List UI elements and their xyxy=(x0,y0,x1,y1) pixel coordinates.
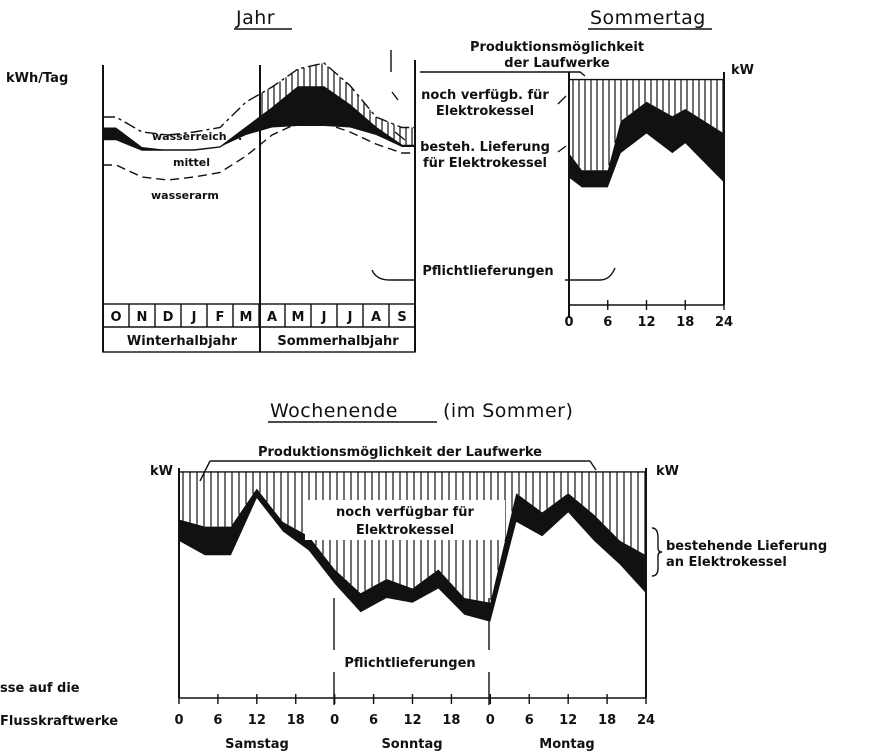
month-label: F xyxy=(216,310,225,325)
weekend-ylabel-left: kW xyxy=(150,464,173,479)
available-bracket xyxy=(391,91,567,105)
summer-day-panel: Sommertag kW 0 6 12 18 24 xyxy=(564,7,754,330)
weekend-production-label: Produktionsmöglichkeit der Laufwerke xyxy=(258,445,542,460)
weekend-obligatory-label-bg xyxy=(320,650,500,672)
tick-label: 24 xyxy=(715,315,733,330)
available-label-line1: noch verfügb. für xyxy=(421,88,549,103)
tick-label: 6 xyxy=(603,315,612,330)
weekend-available-label-line2: Elektrokessel xyxy=(356,523,454,538)
production-bracket xyxy=(390,50,586,77)
month-label: N xyxy=(137,310,148,325)
month-label: A xyxy=(371,310,381,325)
obligatory-label-top: Pflichtlieferungen xyxy=(422,264,553,279)
weekend-existing-area xyxy=(179,488,646,622)
obligatory-bracket-top xyxy=(371,267,616,281)
tick-label: 12 xyxy=(637,315,655,330)
month-label: M xyxy=(292,310,305,325)
winter-half-label: Winterhalbjahr xyxy=(127,334,238,349)
day-label-montag: Montag xyxy=(539,737,594,752)
summer-day-existing-area xyxy=(569,101,724,188)
tick-label: 12 xyxy=(559,713,577,728)
summer-half-label: Sommerhalbjahr xyxy=(277,334,399,349)
year-dry-label: wasserarm xyxy=(151,189,219,202)
tick-label: 0 xyxy=(330,713,339,728)
year-title: Jahr xyxy=(235,7,275,29)
tick-label: 18 xyxy=(676,315,694,330)
existing-bracket xyxy=(394,131,567,153)
tick-label: 6 xyxy=(369,713,378,728)
tick-label: 0 xyxy=(486,713,495,728)
day-label-samstag: Samstag xyxy=(225,737,289,752)
tick-label: 18 xyxy=(442,713,460,728)
year-mean-label: mittel xyxy=(173,156,210,169)
month-label: J xyxy=(321,310,327,325)
weekend-existing-label-line1: bestehende Lieferung xyxy=(666,539,827,554)
tick-label: 6 xyxy=(525,713,534,728)
weekend-obligatory-label: Pflichtlieferungen xyxy=(344,656,475,671)
year-wet-dot: . xyxy=(238,130,242,143)
summer-day-ticks: 0 6 12 18 24 xyxy=(564,300,733,330)
year-dry-curve xyxy=(103,122,415,181)
production-label-line1: Produktionsmöglichkeit xyxy=(470,40,644,55)
month-label: J xyxy=(347,310,353,325)
tick-label: 18 xyxy=(287,713,305,728)
caption-line2: Flusskraftwerke xyxy=(0,714,118,729)
tick-label: 18 xyxy=(598,713,616,728)
summer-day-available-hatch xyxy=(569,78,724,171)
production-label-line2: der Laufwerke xyxy=(504,56,610,71)
tick-label: 12 xyxy=(248,713,266,728)
year-panel: Jahr kWh/Tag wasserreich . mittel wasser… xyxy=(6,7,416,353)
summer-day-ylabel: kW xyxy=(731,63,754,78)
year-mean-curve xyxy=(103,86,415,151)
tick-label: 0 xyxy=(174,713,183,728)
month-label: J xyxy=(191,310,197,325)
year-ylabel: kWh/Tag xyxy=(6,71,68,86)
weekend-title-suffix: (im Sommer) xyxy=(443,400,573,422)
weekend-title: Wochenende xyxy=(270,400,398,422)
tick-label: 0 xyxy=(564,315,573,330)
weekend-ylabel-right: kW xyxy=(656,464,679,479)
tick-label: 12 xyxy=(403,713,421,728)
month-label: S xyxy=(397,310,406,325)
existing-label-line2: für Elektrokessel xyxy=(423,156,547,171)
existing-label-line1: besteh. Lieferung xyxy=(420,140,550,155)
weekend-panel: Wochenende (im Sommer) Produktionsmöglic… xyxy=(150,400,827,752)
weekend-ticks: 0 6 12 18 0 6 12 18 0 6 12 18 24 xyxy=(174,694,655,728)
month-label: M xyxy=(240,310,253,325)
weekend-available-label-line1: noch verfügbar für xyxy=(336,505,475,520)
day-label-sonntag: Sonntag xyxy=(381,737,442,752)
weekend-production-bracket xyxy=(199,460,597,482)
tick-label: 6 xyxy=(213,713,222,728)
year-wet-curve xyxy=(103,62,415,136)
month-label: A xyxy=(267,310,277,325)
available-label-line2: Elektrokessel xyxy=(436,104,534,119)
year-wet-label: wasserreich xyxy=(152,130,227,143)
weekend-existing-brace xyxy=(651,527,663,577)
year-available-hatch xyxy=(261,63,413,146)
month-label: O xyxy=(110,310,121,325)
year-annotations: Produktionsmöglichkeit der Laufwerke noc… xyxy=(371,40,644,281)
weekend-existing-label-line2: an Elektrokessel xyxy=(666,555,787,570)
tick-label: 24 xyxy=(637,713,655,728)
month-label: D xyxy=(163,310,174,325)
weekend-available-label-bg xyxy=(305,500,505,540)
caption-line1: sse auf die xyxy=(0,681,80,696)
summer-day-title: Sommertag xyxy=(590,7,706,29)
